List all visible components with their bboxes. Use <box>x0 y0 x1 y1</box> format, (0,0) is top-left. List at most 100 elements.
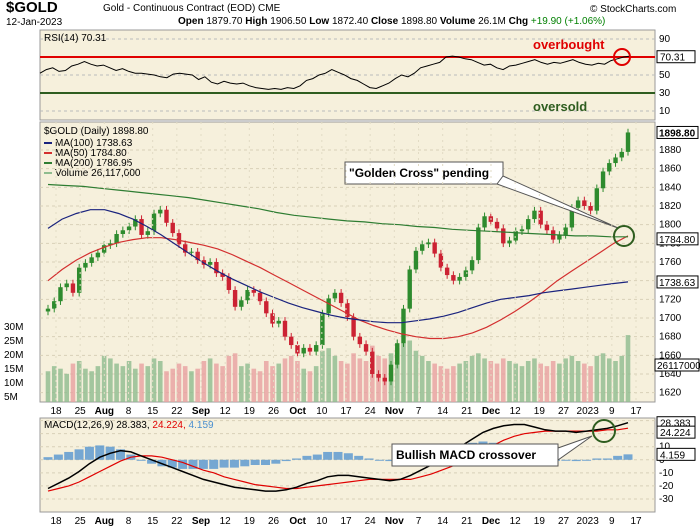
price-candle <box>613 157 618 164</box>
volume-bar <box>157 361 163 402</box>
price-candle <box>507 240 512 244</box>
macd-histogram-bar <box>354 455 364 460</box>
macd-x-label: 19 <box>534 516 546 527</box>
price-candle <box>476 227 481 261</box>
volume-label: Volume <box>439 16 476 27</box>
price-candle <box>370 351 375 374</box>
volume-bar <box>307 371 313 402</box>
volume-bar <box>313 366 319 402</box>
macd-histogram-bar <box>302 455 312 460</box>
price-candle <box>282 320 288 337</box>
price-candle <box>139 219 144 235</box>
volume-bar <box>544 366 550 402</box>
macd-x-label: Oct <box>289 516 306 527</box>
macd-histogram-bar <box>43 457 53 460</box>
price-candle <box>58 287 63 302</box>
volume-bar <box>145 366 151 402</box>
price-x-label: 12 <box>220 406 232 417</box>
price-candle <box>301 347 306 354</box>
macd-line <box>47 421 629 492</box>
price-candle <box>619 151 624 158</box>
price-candle <box>295 345 300 354</box>
oversold-label: oversold <box>533 99 587 114</box>
volume-bar <box>201 361 207 402</box>
close-value: 1898.80 <box>400 16 438 27</box>
macd-x-label: 17 <box>340 516 352 527</box>
macd-x-label: 15 <box>147 516 159 527</box>
volume-bar <box>613 361 618 402</box>
macd-histogram-bar <box>240 459 250 467</box>
volume-bar <box>338 361 344 402</box>
price-candle <box>395 343 400 365</box>
price-x-label: 26 <box>268 406 280 417</box>
volume-bar <box>519 366 525 402</box>
price-candle <box>444 267 450 276</box>
macd-x-label: 12 <box>220 516 232 527</box>
price-last-value: 1784.80 <box>659 235 696 246</box>
price-candle <box>326 298 331 314</box>
macd-histogram-bar <box>561 459 571 461</box>
price-tick-label: 1680 <box>659 332 682 343</box>
macd-histogram-bar <box>323 451 333 460</box>
volume-bar <box>45 371 51 402</box>
macd-histogram-bar <box>95 445 105 460</box>
volume-bar <box>507 361 512 402</box>
price-candle <box>257 292 263 302</box>
price-candle <box>426 242 431 245</box>
price-candle <box>232 290 238 307</box>
price-tick-label: 1800 <box>659 220 682 231</box>
macd-histogram-bar <box>374 459 384 461</box>
macd-x-label: 12 <box>510 516 522 527</box>
macd-last-value: 4.159 <box>660 450 685 461</box>
volume-axis-label: 30M <box>4 322 23 333</box>
macd-histogram-bar <box>209 459 219 469</box>
macd-histogram-bar <box>64 451 74 460</box>
price-candle <box>108 243 113 246</box>
macd-histogram-bar <box>292 458 302 460</box>
price-last-box <box>656 275 699 289</box>
price-candle <box>226 276 232 290</box>
chart-header: $GOLD Gold - Continuous Contract (EOD) C… <box>0 0 700 30</box>
high-value: 1906.50 <box>270 16 307 27</box>
volume-bar <box>139 363 144 402</box>
price-x-label: Aug <box>95 406 114 417</box>
price-candle <box>76 267 82 293</box>
chg-label: Chg <box>508 16 529 27</box>
macd-histogram-bar <box>229 459 239 468</box>
price-candle <box>407 269 412 309</box>
price-candle <box>83 262 88 268</box>
macd-histogram-bar <box>312 454 322 460</box>
price-tick-label: 1640 <box>659 369 682 380</box>
volume-bar <box>120 366 126 402</box>
volume-bar <box>438 366 444 402</box>
volume-bar <box>114 363 119 402</box>
rsi-last-value: 70.31 <box>660 53 685 64</box>
volume-bar <box>195 368 200 402</box>
volume-value: 26.1M <box>478 16 506 27</box>
volume-bar <box>413 350 419 402</box>
volume-bar <box>419 355 425 402</box>
volume-bar <box>257 371 263 402</box>
price-x-label: 7 <box>416 406 422 417</box>
price-candle <box>220 273 225 277</box>
price-candle <box>320 313 325 346</box>
price-candle <box>270 313 275 324</box>
volume-bar <box>164 371 169 402</box>
volume-axis-label: 25M <box>4 336 23 347</box>
volume-bar <box>606 358 612 402</box>
macd-x-label: 27 <box>558 516 570 527</box>
price-x-label: Nov <box>385 406 404 417</box>
price-x-label: 10 <box>316 406 328 417</box>
price-last-box <box>656 232 699 246</box>
golden-cross-callout <box>344 161 504 185</box>
volume-bar <box>51 366 57 402</box>
macd-histogram-bar <box>219 459 229 468</box>
price-candle <box>189 251 194 253</box>
price-candle <box>120 230 126 234</box>
price-candle <box>70 283 76 293</box>
macd-tick-label: -20 <box>659 481 674 492</box>
volume-last-box <box>654 358 700 372</box>
price-candle <box>376 374 381 378</box>
macd-x-label: 2023 <box>577 516 600 527</box>
volume-bar <box>239 366 244 402</box>
